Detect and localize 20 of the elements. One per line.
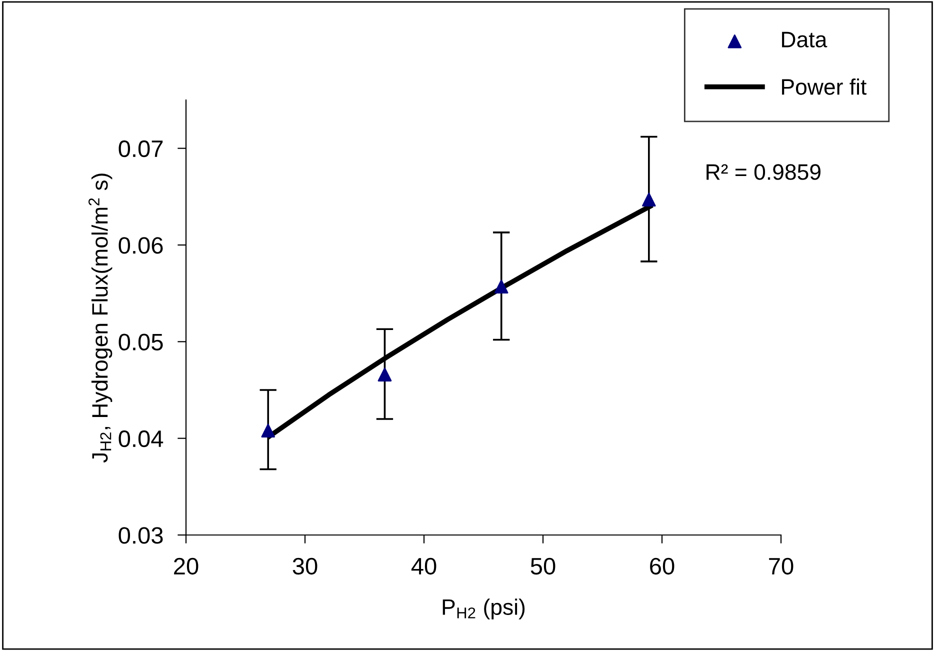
- point: [642, 192, 656, 206]
- annotation: R² = 0.9859: [706, 164, 820, 180]
- x-tick-label: 40: [411, 558, 436, 575]
- y-tick-label: 0.07: [118, 140, 163, 158]
- x-tick-label: 20: [174, 558, 198, 575]
- y-tick-label: 0.06: [118, 237, 163, 254]
- x-tick-label: 70: [769, 558, 794, 575]
- point: [378, 368, 392, 382]
- y-axis-title: J$_{H2}$, Hydrogen Flux(mol/m$^{2}$ s): [88, 174, 112, 463]
- point: [261, 424, 276, 438]
- y-tick-label: 0.04: [118, 430, 164, 448]
- x-tick-label: 50: [530, 558, 556, 575]
- legend-label: Power fit: [782, 78, 867, 95]
- point: [494, 280, 508, 294]
- x-tick-label: 30: [292, 558, 318, 575]
- x-axis-title: P$_{H2}$ (psi): [442, 598, 525, 620]
- y-tick-label: 0.03: [118, 527, 163, 544]
- x-tick-label: 60: [650, 558, 674, 575]
- y-tick-label: 0.05: [118, 334, 163, 350]
- legend-label: Data: [782, 32, 828, 48]
